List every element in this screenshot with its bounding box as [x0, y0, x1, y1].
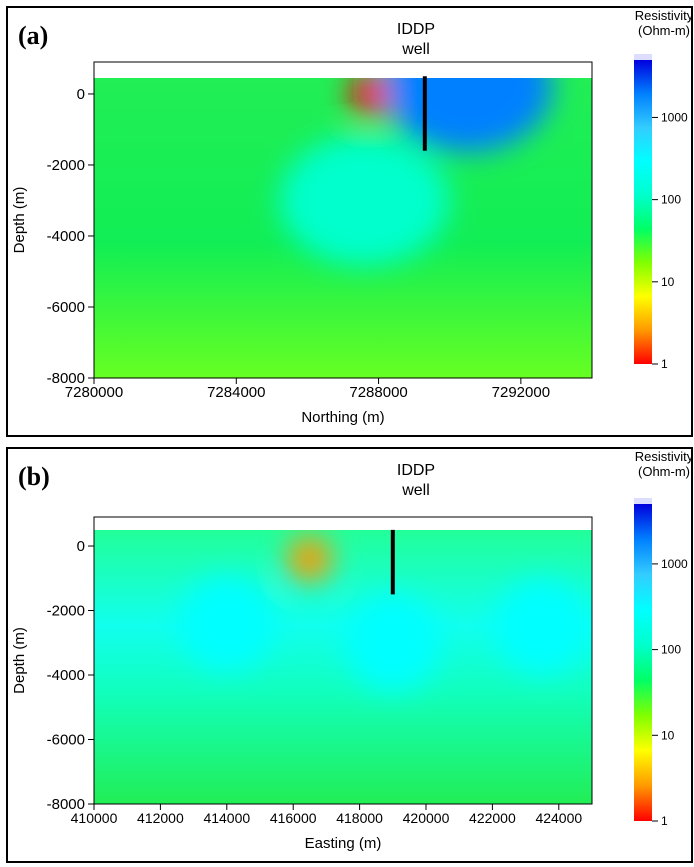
colorbar-tick-label: 10 — [661, 728, 675, 742]
x-tick-label: 416000 — [270, 810, 317, 826]
y-tick-label: -6000 — [47, 732, 85, 749]
panel-label: (b) — [18, 462, 50, 491]
well-annotation: IDDP well — [397, 21, 435, 58]
colorbar — [634, 504, 652, 821]
resistivity-field — [94, 530, 592, 804]
y-tick-label: 0 — [77, 538, 85, 555]
x-tick-label: 414000 — [203, 810, 250, 826]
colorbar-tick-label: 1 — [661, 814, 668, 828]
colorbar — [634, 60, 652, 364]
plot-frame — [93, 61, 593, 379]
y-axis-label: Depth (m) — [11, 627, 28, 694]
anomaly-resistive-body — [178, 575, 275, 672]
y-tick-label: -8000 — [47, 370, 85, 387]
well-annotation: IDDP well — [397, 462, 435, 499]
colorbar-cap — [634, 54, 652, 60]
colorbar-tick-label: 1000 — [661, 557, 688, 571]
y-tick-label: 0 — [77, 86, 85, 103]
anomaly-conductive-anomaly — [287, 536, 332, 581]
x-tick-label: 7292000 — [492, 384, 550, 401]
resistivity-section-northing: 7280000 7284000 7288000 7292000 0 -2000 -4000 -… — [11, 8, 691, 426]
x-tick-label: 410000 — [71, 810, 118, 826]
y-tick-label: -2000 — [47, 157, 85, 174]
resistivity-section-easting: 410000 412000 414000 416000 418000 420000 4220… — [11, 449, 691, 852]
x-tick-label: 7288000 — [349, 384, 407, 401]
plot-frame — [93, 516, 593, 805]
x-axis-label: Easting (m) — [305, 835, 382, 852]
colorbar-title: Resistivity (Ohm-m) — [635, 449, 691, 479]
panel-label: (a) — [18, 21, 48, 50]
panel-b: 410000 412000 414000 416000 418000 420000 4220… — [6, 447, 693, 863]
y-tick-label: -4000 — [47, 667, 85, 684]
resistivity-field — [94, 78, 592, 378]
anomaly-conductive-anomaly — [349, 78, 394, 116]
colorbar-tick-label: 1000 — [661, 110, 688, 124]
x-tick-label: 422000 — [469, 810, 516, 826]
colorbar-tick-label: 100 — [661, 643, 681, 657]
y-tick-label: -2000 — [47, 603, 85, 620]
x-tick-label: 424000 — [535, 810, 582, 826]
colorbar-tick-label: 1 — [661, 357, 668, 371]
colorbar-cap — [634, 498, 652, 504]
anomaly-resistive-body — [344, 594, 441, 691]
y-tick-label: -4000 — [47, 228, 85, 245]
x-tick-label: 7280000 — [65, 384, 123, 401]
x-axis-label: Northing (m) — [301, 409, 384, 426]
y-tick-label: -6000 — [47, 299, 85, 316]
anomaly-resistive-body — [494, 578, 591, 675]
y-tick-label: -8000 — [47, 796, 85, 813]
x-tick-label: 418000 — [336, 810, 383, 826]
x-tick-label: 7284000 — [207, 384, 265, 401]
anomaly-resistive-body — [279, 135, 450, 266]
colorbar-tick-label: 10 — [661, 275, 675, 289]
y-axis-label: Depth (m) — [11, 187, 28, 254]
x-tick-label: 420000 — [403, 810, 450, 826]
colorbar-tick-label: 100 — [661, 193, 681, 207]
x-tick-label: 412000 — [137, 810, 184, 826]
colorbar-title: Resistivity (Ohm-m) — [635, 8, 691, 38]
panel-a: 7280000 7284000 7288000 7292000 0 -2000 -4000 -… — [6, 6, 693, 437]
